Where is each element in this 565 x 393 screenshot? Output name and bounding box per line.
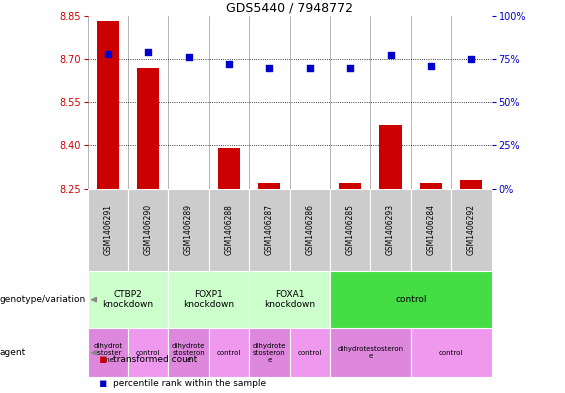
Bar <box>168 271 249 328</box>
Text: GSM1406288: GSM1406288 <box>224 204 233 255</box>
Bar <box>290 189 330 271</box>
Bar <box>249 189 289 271</box>
Text: ▪: ▪ <box>99 376 107 390</box>
Bar <box>218 148 240 189</box>
Point <box>144 49 153 55</box>
Text: CTBP2
knockdown: CTBP2 knockdown <box>102 290 154 309</box>
Text: GSM1406284: GSM1406284 <box>427 204 436 255</box>
Bar <box>420 183 442 189</box>
Text: control: control <box>439 350 463 356</box>
Bar <box>88 189 128 271</box>
Bar <box>128 189 168 271</box>
Text: dihydrote
stosteron
e: dihydrote stosteron e <box>253 343 286 363</box>
Text: dihydrot
estoster
one: dihydrot estoster one <box>93 343 123 363</box>
Bar <box>339 183 361 189</box>
Bar <box>137 68 159 189</box>
Text: control: control <box>136 350 160 356</box>
Bar <box>330 189 371 271</box>
Text: GSM1406285: GSM1406285 <box>346 204 355 255</box>
Text: GSM1406293: GSM1406293 <box>386 204 395 255</box>
Bar <box>168 328 209 377</box>
Title: GDS5440 / 7948772: GDS5440 / 7948772 <box>226 2 353 15</box>
Bar <box>88 271 168 328</box>
Bar <box>330 328 411 377</box>
Text: GSM1406289: GSM1406289 <box>184 204 193 255</box>
Bar <box>88 328 128 377</box>
Text: GSM1406290: GSM1406290 <box>144 204 153 255</box>
Bar <box>249 271 330 328</box>
Point <box>305 64 314 71</box>
Point <box>467 56 476 62</box>
Bar <box>128 328 168 377</box>
Point <box>386 52 395 59</box>
Bar <box>209 328 249 377</box>
Point <box>427 63 436 69</box>
Text: transformed count: transformed count <box>113 355 197 364</box>
Text: ▪: ▪ <box>99 353 107 366</box>
Bar <box>451 189 492 271</box>
Point <box>103 51 112 57</box>
Text: percentile rank within the sample: percentile rank within the sample <box>113 379 266 387</box>
Point <box>184 54 193 61</box>
Bar <box>411 328 492 377</box>
Text: dihydrote
stosteron
e: dihydrote stosteron e <box>172 343 205 363</box>
Text: FOXA1
knockdown: FOXA1 knockdown <box>264 290 315 309</box>
Bar <box>460 180 483 189</box>
Point <box>265 64 274 71</box>
Bar <box>258 183 280 189</box>
Bar <box>380 125 402 189</box>
Bar <box>371 189 411 271</box>
Text: GSM1406287: GSM1406287 <box>265 204 274 255</box>
Text: control: control <box>395 295 427 304</box>
Text: control: control <box>217 350 241 356</box>
Bar <box>168 189 209 271</box>
Bar <box>290 328 330 377</box>
Bar <box>411 189 451 271</box>
Point <box>224 61 233 67</box>
Bar <box>209 189 249 271</box>
Text: FOXP1
knockdown: FOXP1 knockdown <box>183 290 234 309</box>
Text: GSM1406286: GSM1406286 <box>305 204 314 255</box>
Text: dihydrotestosteron
e: dihydrotestosteron e <box>337 346 403 359</box>
Text: GSM1406291: GSM1406291 <box>103 204 112 255</box>
Bar <box>330 271 492 328</box>
Text: control: control <box>298 350 322 356</box>
Point <box>346 64 355 71</box>
Text: genotype/variation: genotype/variation <box>0 295 86 304</box>
Bar <box>97 22 119 189</box>
Bar <box>249 328 289 377</box>
Text: GSM1406292: GSM1406292 <box>467 204 476 255</box>
Text: agent: agent <box>0 348 26 357</box>
